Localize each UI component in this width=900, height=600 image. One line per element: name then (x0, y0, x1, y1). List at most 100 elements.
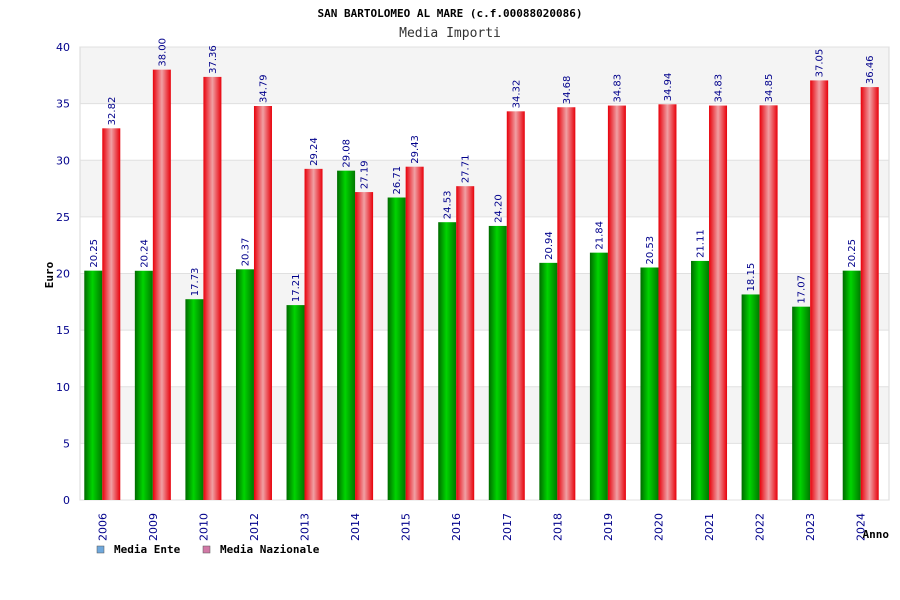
bar-media-ente (235, 269, 254, 500)
y-tick-label: 30 (56, 154, 70, 167)
bar-media-ente (488, 225, 507, 500)
x-axis-ticks: 2006 2009 2010 2012 2013 2014 2015 2016 2017 2018… (96, 513, 867, 541)
x-tick-label: 2009 (147, 513, 160, 541)
data-label-media-ente: 26.71 (392, 166, 403, 195)
x-tick-label: 2023 (804, 513, 817, 541)
data-label-media-ente: 17.07 (797, 275, 808, 304)
y-tick-label: 25 (56, 211, 70, 224)
x-tick-label: 2015 (400, 513, 413, 541)
x-tick-label: 2010 (197, 513, 210, 541)
data-label-media-nazionale: 29.43 (410, 135, 421, 164)
bar-media-ente (640, 267, 659, 500)
data-label-media-nazionale: 34.85 (764, 74, 775, 103)
data-label-media-ente: 20.24 (139, 239, 150, 268)
bar-media-nazionale (203, 76, 222, 500)
y-tick-label: 15 (56, 324, 70, 337)
bar-media-ente (84, 270, 103, 500)
legend-label-media-ente: Media Ente (114, 543, 181, 556)
x-tick-label: 2016 (450, 513, 463, 541)
bar-media-nazionale (152, 69, 171, 501)
data-label-media-nazionale: 27.19 (360, 160, 371, 189)
bar-media-ente (539, 262, 558, 500)
bar-media-nazionale (405, 166, 424, 500)
y-tick-label: 35 (56, 98, 70, 111)
bar-media-ente (185, 299, 204, 500)
bar-media-nazionale (607, 105, 626, 501)
data-label-media-nazionale: 37.36 (208, 45, 219, 74)
data-label-media-ente: 21.11 (696, 229, 707, 258)
data-label-media-nazionale: 34.94 (663, 73, 674, 102)
bar-media-ente (337, 170, 356, 500)
x-tick-label: 2022 (754, 513, 767, 541)
data-label-media-nazionale: 34.83 (612, 74, 623, 103)
bar-media-ente (387, 197, 406, 500)
legend-swatch-media-ente (96, 545, 105, 554)
data-label-media-ente: 20.25 (847, 239, 858, 268)
bar-media-nazionale (709, 105, 728, 501)
x-tick-label: 2020 (652, 513, 665, 541)
chart-title: SAN BARTOLOMEO AL MARE (c.f.00088020086) (318, 7, 583, 20)
x-tick-label: 2013 (299, 513, 312, 541)
x-axis-label: Anno (863, 528, 890, 541)
data-label-media-nazionale: 29.24 (309, 137, 320, 166)
data-label-media-nazionale: 34.68 (562, 76, 573, 105)
legend-label-media-nazionale: Media Nazionale (220, 543, 320, 556)
data-label-media-nazionale: 38.00 (157, 38, 168, 67)
bar-media-nazionale (860, 87, 879, 500)
bar-media-ente (589, 252, 608, 500)
legend-swatch-media-nazionale (202, 545, 211, 554)
bar-media-ente (741, 294, 760, 500)
y-axis-ticks: 0 5 10 15 20 25 30 35 40 (56, 41, 70, 507)
data-label-media-ente: 20.53 (645, 236, 656, 265)
data-label-media-nazionale: 34.32 (511, 80, 522, 109)
data-label-media-ente: 20.37 (240, 238, 251, 267)
data-labels: 20.25 32.82 20.24 38.00 17.73 37.36 20.37 34.79… (89, 38, 876, 304)
legend: Media Ente Media Nazionale (96, 543, 320, 556)
bar-media-nazionale (102, 128, 121, 500)
data-label-media-nazionale: 34.83 (714, 74, 725, 103)
data-label-media-ente: 21.84 (594, 221, 605, 250)
bar-media-ente (286, 305, 305, 500)
data-label-media-nazionale: 27.71 (461, 155, 472, 184)
bar-media-nazionale (456, 186, 475, 500)
bar-media-nazionale (658, 104, 677, 500)
y-axis-label: Euro (43, 261, 56, 288)
bar-media-ente (842, 270, 861, 500)
x-tick-label: 2006 (96, 513, 109, 541)
y-tick-label: 40 (56, 41, 70, 54)
chart-subtitle: Media Importi (399, 26, 501, 41)
bar-media-nazionale (759, 105, 778, 500)
data-label-media-ente: 18.15 (746, 263, 757, 292)
data-label-media-nazionale: 32.82 (107, 97, 118, 126)
y-tick-label: 20 (56, 268, 70, 281)
y-tick-label: 0 (63, 494, 70, 507)
bar-media-nazionale (810, 80, 829, 500)
bar-media-ente (134, 270, 153, 500)
bar-media-ente (792, 306, 811, 500)
x-tick-label: 2019 (602, 513, 615, 541)
bar-media-nazionale (253, 106, 272, 501)
data-label-media-nazionale: 37.05 (815, 49, 826, 78)
x-tick-label: 2014 (349, 513, 362, 541)
data-label-media-nazionale: 36.46 (865, 55, 876, 84)
x-tick-label: 2024 (855, 513, 868, 541)
data-label-media-ente: 29.08 (342, 139, 353, 168)
x-tick-label: 2018 (551, 513, 564, 541)
data-label-media-ente: 20.94 (544, 231, 555, 260)
bar-media-nazionale (355, 192, 374, 501)
data-label-media-ente: 24.20 (493, 194, 504, 223)
x-tick-label: 2017 (501, 513, 514, 541)
bar-media-ente (691, 260, 710, 500)
data-label-media-ente: 24.53 (443, 191, 454, 220)
bar-media-nazionale (557, 107, 576, 501)
data-label-media-ente: 20.25 (89, 239, 100, 268)
bar-media-ente (438, 222, 457, 500)
data-label-media-ente: 17.73 (190, 268, 201, 297)
bars (84, 69, 879, 501)
y-tick-label: 5 (63, 437, 70, 450)
y-tick-label: 10 (56, 381, 70, 394)
data-label-media-ente: 17.21 (291, 273, 302, 302)
x-tick-label: 2021 (703, 513, 716, 541)
bar-media-nazionale (304, 168, 323, 500)
